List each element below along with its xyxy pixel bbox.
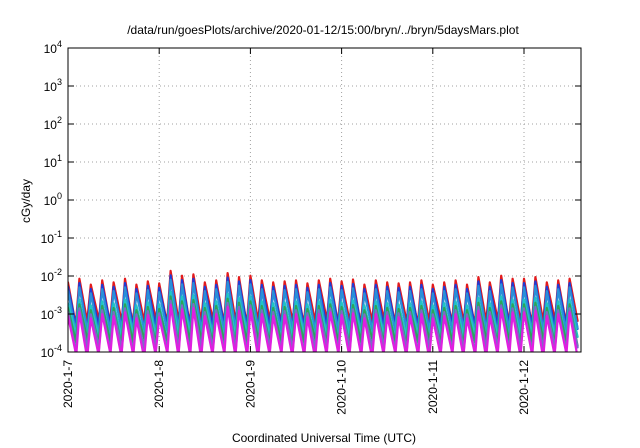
series-layer — [68, 269, 579, 352]
x-tick-label: 2020-1-10 — [335, 360, 349, 415]
y-tick-label: 102 — [44, 115, 62, 132]
y-tick-base: 10 — [44, 156, 58, 170]
y-tick-exponent: 1 — [57, 153, 62, 163]
x-tick-label: 2020-1-12 — [517, 360, 531, 415]
y-tick-base: 10 — [44, 42, 58, 56]
x-tick-label: 2020-1-7 — [61, 360, 75, 408]
x-axis-label: Coordinated Universal Time (UTC) — [232, 431, 416, 445]
y-tick-exponent: 4 — [57, 39, 62, 49]
y-tick-base: 10 — [44, 80, 58, 94]
y-axis-label: cGy/day — [19, 179, 33, 223]
y-tick-base: 10 — [41, 308, 55, 322]
y-tick-label: 101 — [44, 153, 62, 170]
y-tick-label: 10-3 — [41, 305, 62, 322]
y-tick-exponent: -4 — [54, 343, 62, 353]
y-tick-label: 100 — [44, 191, 62, 208]
y-tick-exponent: 2 — [57, 115, 62, 125]
y-tick-label: 104 — [44, 39, 62, 56]
y-tick-label: 103 — [44, 77, 62, 94]
y-tick-base: 10 — [44, 118, 58, 132]
series-line-7 — [68, 303, 578, 352]
y-tick-exponent: -1 — [54, 229, 62, 239]
y-tick-label: 10-1 — [41, 229, 62, 246]
y-tick-base: 10 — [41, 270, 55, 284]
y-tick-base: 10 — [44, 194, 58, 208]
x-tick-label: 2020-1-11 — [426, 360, 440, 414]
y-tick-label: 10-4 — [41, 343, 62, 360]
x-tick-label: 2020-1-8 — [152, 360, 166, 408]
chart-title: /data/run/goesPlots/archive/2020-01-12/1… — [127, 23, 519, 37]
y-tick-exponent: -3 — [54, 305, 62, 315]
y-tick-base: 10 — [41, 232, 55, 246]
y-tick-exponent: -2 — [54, 267, 62, 277]
x-tick-label: 2020-1-9 — [243, 360, 257, 408]
y-tick-exponent: 3 — [57, 77, 62, 87]
y-tick-label: 10-2 — [41, 267, 62, 284]
y-tick-base: 10 — [41, 346, 55, 360]
y-tick-exponent: 0 — [57, 191, 62, 201]
